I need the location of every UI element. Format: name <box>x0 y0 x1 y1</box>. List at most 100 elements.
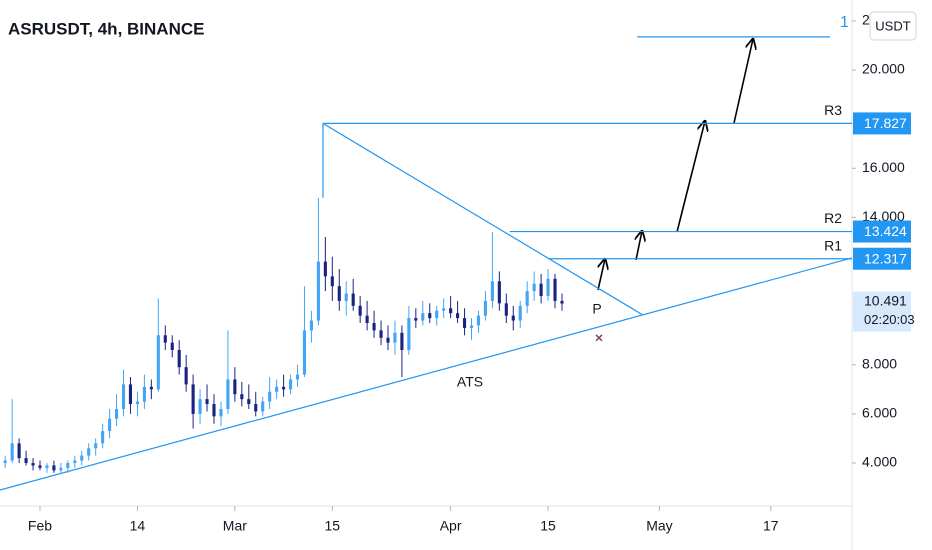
candle-body <box>198 399 202 414</box>
candle-body <box>400 332 404 351</box>
candle-body <box>52 465 56 471</box>
candle-body <box>511 315 515 321</box>
candle-body <box>288 379 293 390</box>
last-price-label: 10.491 <box>864 292 907 308</box>
chart-title: ASRUSDT, 4h, BINANCE <box>8 19 204 38</box>
candle-body <box>205 399 209 405</box>
candle-body <box>295 374 300 380</box>
candle-body <box>212 404 216 417</box>
candle-body <box>476 315 481 326</box>
candle-body <box>421 313 425 321</box>
candle-body <box>66 462 70 468</box>
candle-body <box>344 293 348 301</box>
candle-body <box>282 386 286 390</box>
candle-body <box>38 465 42 468</box>
candle-body <box>330 276 334 287</box>
candle-body <box>94 443 98 449</box>
countdown: 02:20:03 <box>864 312 915 327</box>
candle-body <box>539 283 543 296</box>
x-tick-label: 14 <box>130 518 146 534</box>
level-name: R3 <box>824 102 842 118</box>
level-badge-label: 17.827 <box>864 115 907 131</box>
candle-body <box>233 379 237 395</box>
candle-body <box>462 318 467 328</box>
arrow <box>636 231 642 261</box>
candle-body <box>469 325 474 328</box>
candle-body <box>316 261 320 321</box>
trendline <box>0 257 853 491</box>
candle-body <box>497 281 501 304</box>
level-badge <box>853 247 911 270</box>
candle-body <box>372 323 376 331</box>
candle-body <box>525 291 529 306</box>
candle-body <box>553 278 557 301</box>
y-tick-label: 4.000 <box>862 454 897 470</box>
candle-body <box>226 379 230 409</box>
arrow <box>733 39 753 124</box>
x-tick-label: Feb <box>28 518 52 534</box>
candle-body <box>108 418 112 432</box>
candle-body <box>442 308 446 311</box>
candle-body <box>240 394 244 400</box>
y-tick-label: 20.000 <box>862 61 905 77</box>
currency-label: USDT <box>875 18 910 33</box>
candle-body <box>170 342 174 351</box>
y-tick-label: 8.000 <box>862 355 897 371</box>
candle-body <box>121 384 126 409</box>
x-tick-label: May <box>646 518 672 534</box>
point-label: P <box>592 301 601 317</box>
candle-body <box>546 278 550 296</box>
x-tick-label: 15 <box>325 518 341 534</box>
candle-body <box>358 305 362 316</box>
x-tick-label: Apr <box>440 518 462 534</box>
candle-body <box>504 303 508 316</box>
candle-body <box>114 408 119 419</box>
candle-body <box>101 431 105 444</box>
candle-body <box>518 305 522 321</box>
candle-body <box>323 261 327 277</box>
candle-body <box>135 401 140 405</box>
candle-body <box>386 337 390 343</box>
candle-body <box>59 467 63 471</box>
candle-body <box>302 330 307 375</box>
candle-body <box>435 310 439 319</box>
level-name: 1 <box>840 14 849 31</box>
x-tick-label: 17 <box>763 518 779 534</box>
candle-body <box>456 313 460 319</box>
candle-body <box>428 313 432 319</box>
candle-body <box>407 318 411 351</box>
candle-body <box>3 460 7 463</box>
candle-body <box>80 455 84 461</box>
trendline <box>322 122 644 316</box>
candle-body <box>128 384 133 405</box>
candle-body <box>275 386 279 392</box>
last-price-badge <box>853 291 911 332</box>
level-badge <box>853 112 911 135</box>
candle-body <box>490 281 494 301</box>
level-name: R1 <box>824 237 842 253</box>
candle-body <box>191 384 195 414</box>
y-tick-label: 16.000 <box>862 159 905 175</box>
currency-button[interactable] <box>869 11 917 41</box>
candle-body <box>219 408 223 417</box>
candle-body <box>268 391 272 402</box>
candle-body <box>309 320 313 331</box>
candle-body <box>393 332 397 343</box>
candle-body <box>87 448 91 456</box>
candle-body <box>149 386 153 390</box>
candle-body <box>184 367 188 385</box>
candle-body <box>532 283 536 292</box>
candle-body <box>414 318 418 321</box>
arrow <box>676 121 705 233</box>
candle-body <box>24 458 28 463</box>
candle-body <box>73 460 77 463</box>
candle-body <box>177 350 181 368</box>
candle-body <box>247 399 251 405</box>
trendline-label: ATS <box>457 374 483 390</box>
level-name: R2 <box>824 210 842 226</box>
x-tick-label: Mar <box>223 518 247 534</box>
level-badge-label: 13.424 <box>864 223 907 239</box>
